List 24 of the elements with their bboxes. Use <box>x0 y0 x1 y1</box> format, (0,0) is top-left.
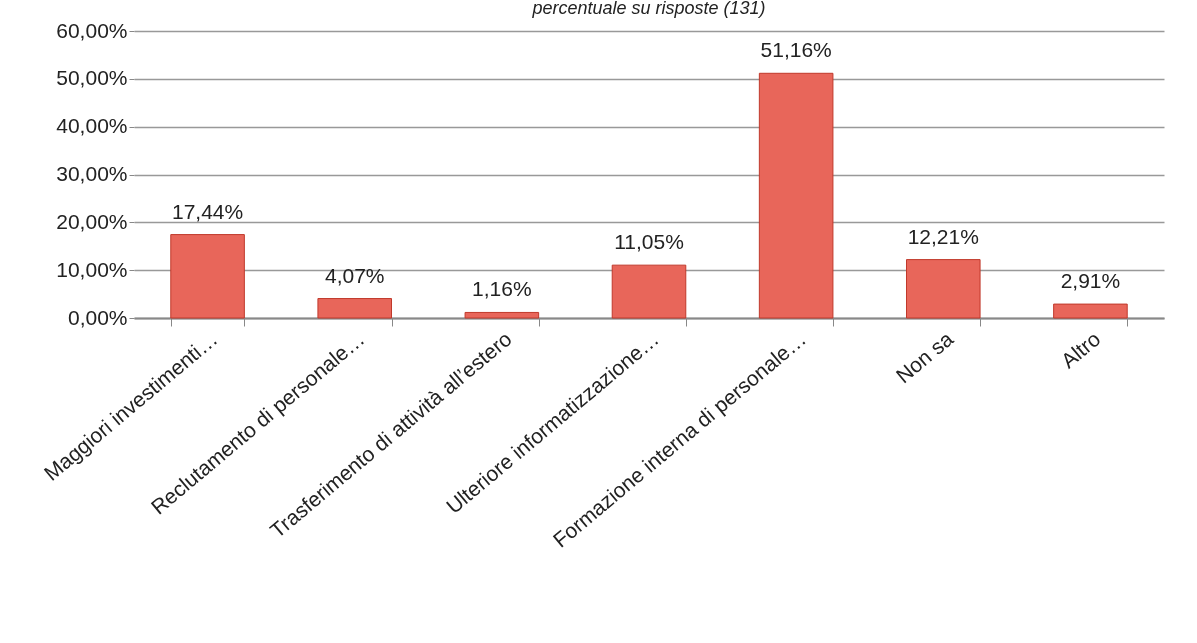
bar <box>170 234 245 319</box>
y-tick-label: 30,00% <box>56 162 128 185</box>
data-label: 51,16% <box>760 38 832 62</box>
y-tick-label: 60,00% <box>56 18 128 42</box>
bar <box>758 72 834 319</box>
bar <box>906 259 981 319</box>
chart-subtitle: percentuale su risposte (131) <box>531 0 766 18</box>
y-tick-label: 20,00% <box>56 209 128 233</box>
y-tick-label: 40,00% <box>56 114 128 138</box>
data-label: 12,21% <box>907 224 979 248</box>
x-tick-label: Altro <box>1056 326 1105 373</box>
y-tick-label: 0,00% <box>67 305 128 329</box>
x-tick-label: Non sa <box>891 326 958 388</box>
data-label: 4,07% <box>324 263 385 287</box>
bar <box>317 298 392 319</box>
y-tick-label: 50,00% <box>56 66 128 90</box>
bar <box>1053 303 1128 319</box>
bar <box>464 311 540 319</box>
data-label: 17,44% <box>171 199 244 223</box>
data-label: 11,05% <box>614 230 684 254</box>
bar <box>611 264 687 319</box>
data-label: 1,16% <box>472 277 532 301</box>
y-tick-label: 10,00% <box>56 257 128 281</box>
data-label: 2,91% <box>1060 269 1121 293</box>
